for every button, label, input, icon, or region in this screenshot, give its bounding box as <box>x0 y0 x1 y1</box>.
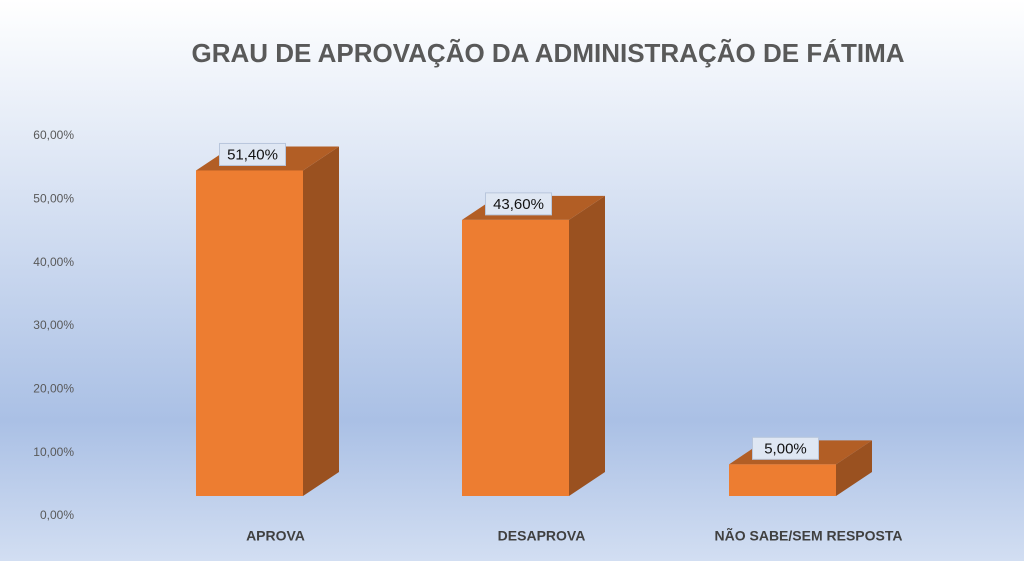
x-tick-label: DESAPROVA <box>498 528 586 544</box>
bar <box>729 464 836 496</box>
value-label: 5,00% <box>764 440 807 457</box>
y-tick-label: 60,00% <box>33 128 74 142</box>
x-tick-label: NÃO SABE/SEM RESPOSTA <box>715 527 903 544</box>
value-label-box <box>219 142 286 166</box>
bar-side <box>569 195 605 496</box>
y-tick-label: 20,00% <box>33 382 74 396</box>
bar-side <box>303 146 339 496</box>
bar-side <box>836 440 872 496</box>
bar <box>196 170 303 496</box>
y-tick-label: 30,00% <box>33 318 74 332</box>
value-label: 51,40% <box>227 146 278 163</box>
bar <box>462 219 569 496</box>
value-label-box <box>485 192 552 216</box>
y-tick-label: 50,00% <box>33 192 74 206</box>
chart-title: GRAU DE APROVAÇÃO DA ADMINISTRAÇÃO DE FÁ… <box>191 38 904 68</box>
y-tick-label: 10,00% <box>33 445 74 459</box>
y-tick-label: 40,00% <box>33 255 74 269</box>
value-label: 43,60% <box>493 196 544 213</box>
x-tick-label: APROVA <box>246 528 305 544</box>
value-label-box <box>752 436 819 460</box>
y-tick-label: 0,00% <box>40 508 74 522</box>
